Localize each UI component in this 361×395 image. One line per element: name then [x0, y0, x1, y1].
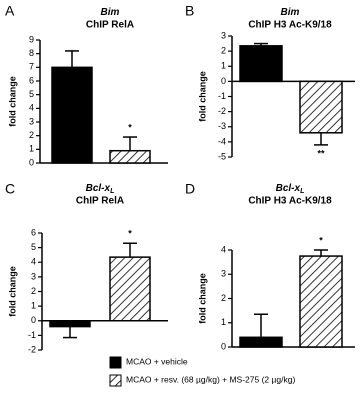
- y-axis-label: fold change: [197, 273, 207, 324]
- significance: **: [317, 148, 325, 158]
- y-tick-label: 6: [29, 75, 34, 85]
- chart-title: ChIP H3 Ac-K9/18: [248, 196, 332, 207]
- y-tick-label: 1: [221, 317, 226, 327]
- gene-name: Bcl-xL: [86, 183, 115, 195]
- y-tick-label: 1: [221, 61, 226, 71]
- legend-label: MCAO + resv. (68 µg/kg) + MS-275 (2 µg/k…: [126, 374, 295, 384]
- y-axis-label: fold change: [197, 71, 207, 122]
- gene-name: Bcl-xL: [276, 183, 305, 195]
- y-tick-label: 2: [29, 130, 34, 140]
- y-tick-label: 0: [31, 315, 36, 325]
- y-tick-label: 0: [221, 341, 226, 351]
- y-tick-label: -3: [218, 121, 226, 131]
- y-tick-label: 0: [29, 157, 34, 167]
- y-tick-label: 2: [31, 286, 36, 296]
- y-axis-label: fold change: [7, 76, 17, 127]
- chart-title: ChIP RelA: [86, 20, 134, 31]
- y-tick-label: 8: [29, 48, 34, 58]
- significance: *: [128, 229, 132, 239]
- legend-label: MCAO + vehicle: [126, 356, 188, 366]
- bar: [239, 336, 283, 348]
- gene-subscript: L: [300, 188, 304, 195]
- panel-label: A: [5, 3, 15, 19]
- gene-base: Bcl-x: [276, 183, 301, 194]
- bar: [299, 80, 343, 134]
- chart-title: ChIP RelA: [76, 196, 124, 207]
- y-tick-label: 2: [221, 293, 226, 303]
- panel-label: C: [5, 181, 15, 197]
- bar: [299, 255, 343, 348]
- gene-base: Bcl-x: [86, 183, 111, 194]
- y-tick-label: 4: [29, 103, 34, 113]
- y-tick-label: -4: [218, 136, 226, 146]
- y-tick-label: -1: [28, 330, 36, 340]
- y-tick-label: 3: [31, 271, 36, 281]
- y-tick-label: 3: [221, 269, 226, 279]
- y-tick-label: 1: [29, 144, 34, 154]
- y-tick-label: 3: [29, 116, 34, 126]
- chart-title: ChIP H3 Ac-K9/18: [248, 20, 332, 31]
- y-tick-label: 5: [31, 242, 36, 252]
- significance: *: [319, 235, 323, 245]
- y-tick-label: 3: [221, 30, 226, 40]
- bar: [109, 256, 151, 322]
- legend-swatch: [109, 356, 122, 369]
- gene-name: Bim: [281, 7, 300, 18]
- y-tick-label: 0: [221, 76, 226, 86]
- significance: *: [128, 122, 132, 132]
- y-tick-label: 7: [29, 62, 34, 72]
- bar: [109, 149, 151, 164]
- y-tick-label: -5: [218, 151, 226, 161]
- y-axis-label: fold change: [7, 266, 17, 317]
- y-tick-label: 1: [31, 301, 36, 311]
- gene-name: Bim: [101, 7, 120, 18]
- y-tick-label: 4: [221, 244, 226, 254]
- bar: [49, 320, 91, 328]
- gene-base: Bim: [101, 7, 120, 18]
- legend-swatch: [109, 374, 122, 387]
- y-tick-label: 2: [221, 46, 226, 56]
- y-tick-label: -1: [218, 91, 226, 101]
- y-tick-label: 4: [31, 257, 36, 267]
- y-tick-label: 9: [29, 34, 34, 44]
- y-tick-label: -2: [28, 344, 36, 354]
- panel-label: B: [185, 3, 194, 19]
- gene-subscript: L: [110, 188, 114, 195]
- bar: [51, 66, 93, 164]
- bar: [239, 45, 283, 83]
- gene-base: Bim: [281, 7, 300, 18]
- y-tick-label: 5: [29, 89, 34, 99]
- y-tick-label: 6: [31, 227, 36, 237]
- panel-label: D: [185, 181, 195, 197]
- y-tick-label: -2: [218, 106, 226, 116]
